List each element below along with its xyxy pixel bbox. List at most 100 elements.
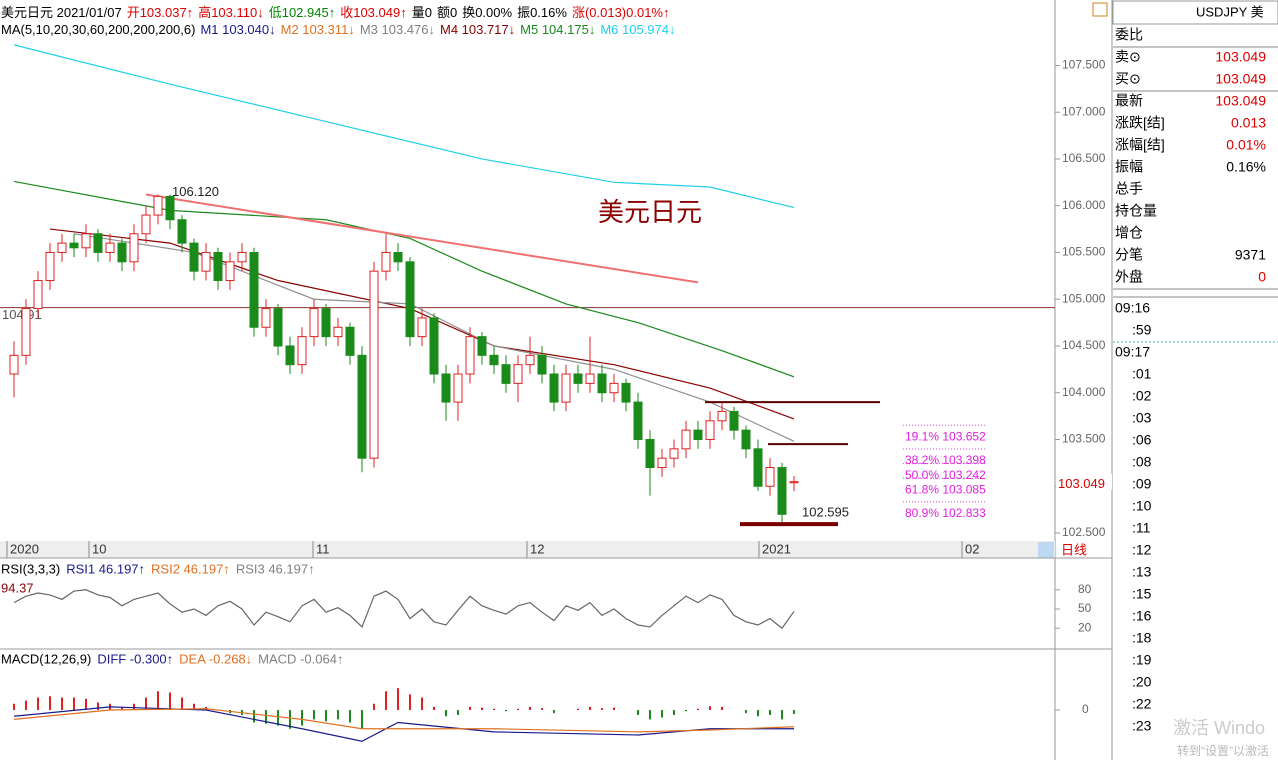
- candle-body: [765, 467, 775, 487]
- rsi-tick-label: 80: [1078, 582, 1092, 596]
- row-value: 0.01%: [1226, 137, 1266, 153]
- header-item: 收103.049↑: [340, 5, 407, 20]
- candle-body: [405, 261, 415, 338]
- candle-body: [717, 410, 727, 422]
- row-label: 振幅: [1115, 159, 1143, 175]
- low-label: 102.595: [802, 505, 849, 520]
- ma-line: [13, 44, 795, 209]
- candle-body: [741, 429, 751, 450]
- row-label: 委比: [1115, 27, 1143, 43]
- candle-body: [45, 251, 55, 282]
- fib-label: 38.2% 103.398: [905, 453, 986, 467]
- candle-body: [381, 251, 391, 272]
- row-label: 外盘: [1115, 269, 1143, 285]
- x-tick-label: 2021: [762, 541, 791, 556]
- y-tick-label: 107.000: [1062, 104, 1106, 118]
- header-item: 高103.110↓: [198, 5, 264, 20]
- candle-body: [33, 280, 43, 310]
- icon: [1092, 2, 1108, 17]
- row-label: 涨跌[结]: [1115, 115, 1165, 131]
- candle-body: [573, 373, 583, 384]
- y-tick-label: 104.000: [1062, 385, 1106, 399]
- candle-body: [585, 373, 595, 384]
- time: :18: [1132, 630, 1152, 646]
- candle-body: [177, 219, 187, 244]
- header-item: 涨(0.013)0.01%↑: [571, 5, 670, 20]
- header-line1: 美元日元 2021/01/07 开103.037↑ 高103.110↓ 低102.94…: [1, 2, 675, 21]
- fib-label: 50.0% 103.242: [905, 468, 986, 482]
- last-price: 103.049: [1058, 476, 1105, 491]
- candle-body: [777, 467, 787, 515]
- candle-body: [285, 345, 295, 366]
- macd-line: [13, 706, 794, 742]
- x-tick-label: 02: [965, 541, 979, 556]
- candle-body: [789, 481, 799, 484]
- ma-line: [49, 228, 795, 420]
- header-item: 开103.037↑: [126, 5, 194, 20]
- row-label: 买⊙: [1115, 71, 1141, 87]
- rsi-line: [13, 589, 795, 630]
- rsi-title: RSI3 46.197↑: [236, 561, 315, 576]
- candle-body: [513, 364, 523, 384]
- trend-line: [145, 193, 699, 284]
- ma-item: M2 103.311↓: [280, 22, 355, 37]
- candle-body: [69, 242, 79, 249]
- rsi-max: 94.37: [1, 580, 34, 595]
- candle-body: [141, 214, 151, 235]
- macd-title: DEA -0.268↓: [179, 651, 252, 666]
- candle-body: [429, 317, 439, 375]
- macd-title: DIFF -0.300↑: [97, 651, 173, 666]
- y-tick-label: 103.500: [1062, 432, 1106, 446]
- x-tick-label: 10: [92, 541, 106, 556]
- candle-body: [297, 336, 307, 366]
- candle-body: [705, 420, 715, 440]
- candle-body: [357, 354, 367, 459]
- row-value: 9371: [1235, 247, 1266, 263]
- time: :23: [1132, 718, 1152, 734]
- candle-body: [213, 251, 223, 282]
- time: :15: [1132, 586, 1152, 602]
- row-value: 103.049: [1215, 71, 1266, 87]
- row-label: 分笔: [1115, 247, 1143, 263]
- header-item: 额0: [436, 5, 458, 20]
- last-price-box: [1056, 473, 1112, 490]
- macd-title: MACD -0.064↑: [258, 651, 343, 666]
- time: :02: [1132, 388, 1152, 404]
- time: 09:17: [1115, 344, 1150, 360]
- high-label: 106.120: [172, 184, 219, 199]
- candle-body: [273, 308, 283, 347]
- fib-label: 19.1% 103.652: [905, 429, 986, 443]
- candle-body: [633, 401, 643, 440]
- y-tick-label: 106.500: [1062, 151, 1106, 165]
- row-label: 最新: [1115, 93, 1143, 109]
- watermark: 激活 Windo: [1173, 718, 1265, 738]
- time: :59: [1132, 322, 1152, 338]
- fib-label: 80.9% 102.833: [905, 506, 986, 520]
- time: :20: [1132, 674, 1152, 690]
- candle-body: [21, 308, 31, 356]
- macd-line: [13, 708, 795, 733]
- y-tick-label: 104.500: [1062, 338, 1106, 352]
- time: :12: [1132, 542, 1152, 558]
- candle-body: [561, 373, 571, 403]
- period-icon: [1038, 542, 1054, 558]
- time: 09:16: [1115, 300, 1150, 316]
- candle-body: [105, 242, 115, 253]
- row-label: 卖⊙: [1115, 49, 1141, 65]
- candle-body: [501, 364, 511, 384]
- candle-body: [645, 438, 655, 469]
- candle-body: [753, 448, 763, 487]
- ma-line: [13, 180, 795, 378]
- header-item: 美元日元 2021/01/07: [1, 5, 122, 20]
- candle-body: [57, 242, 67, 253]
- time: :09: [1132, 476, 1152, 492]
- candle-body: [477, 336, 487, 356]
- chart-title: 美元日元: [598, 197, 702, 227]
- candle-body: [441, 373, 451, 403]
- time: :11: [1132, 520, 1151, 536]
- row-value: 103.049: [1215, 93, 1266, 109]
- candle-body: [465, 336, 475, 375]
- ma-item: MA(5,10,20,30,60,200,200,200,6): [1, 22, 196, 37]
